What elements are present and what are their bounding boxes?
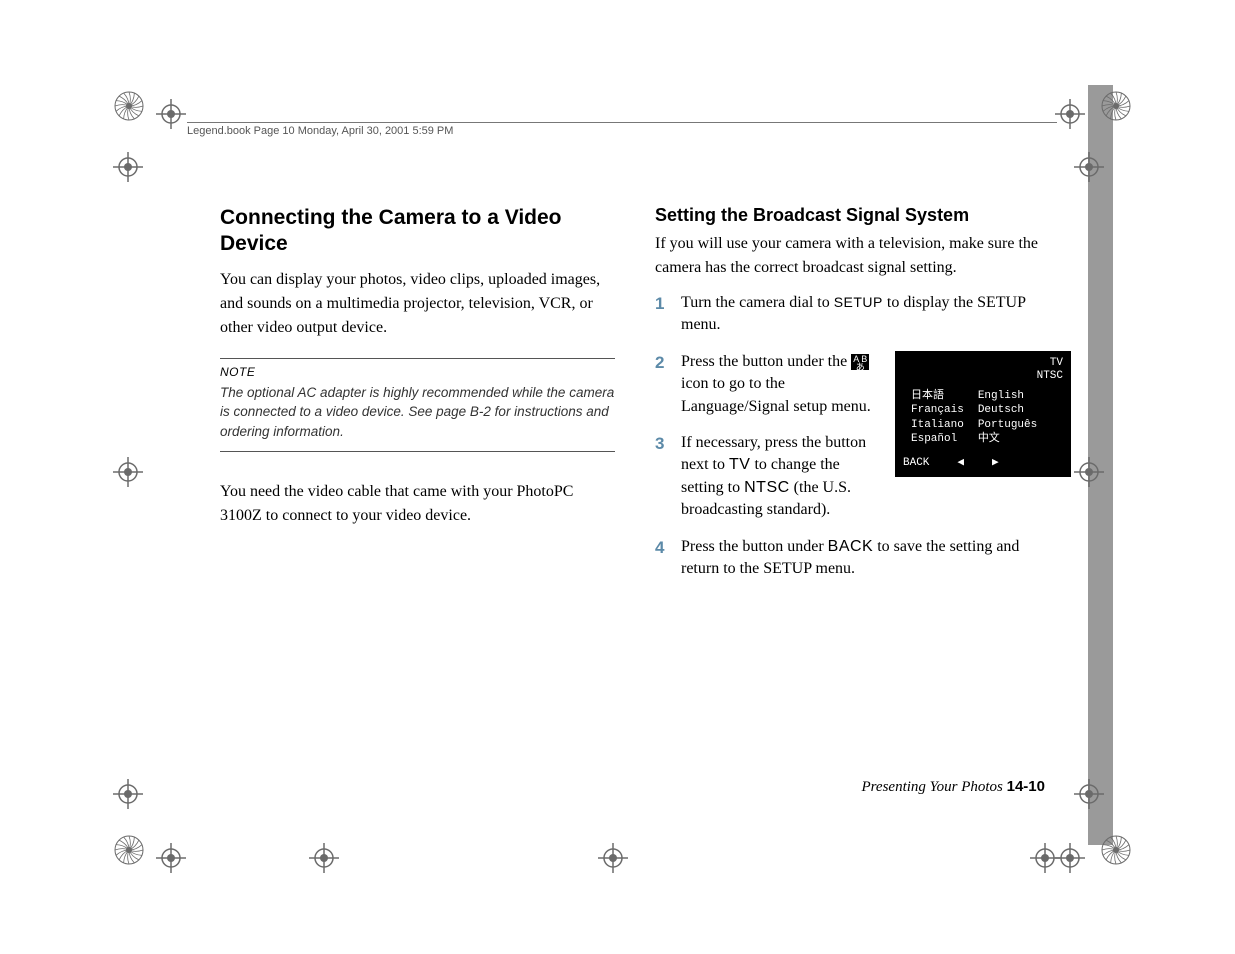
rosette-mark-icon	[1100, 90, 1132, 122]
crosshair-mark-icon	[1074, 152, 1104, 182]
step-number: 4	[655, 536, 681, 581]
lcd-ntsc-label: NTSC	[903, 370, 1063, 383]
page-number: 14-10	[1007, 778, 1045, 795]
ntsc-label: NTSC	[744, 479, 790, 496]
running-header: Legend.book Page 10 Monday, April 30, 20…	[187, 125, 453, 137]
steps-list: 1 Turn the camera dial to SETUP to displ…	[655, 292, 1050, 580]
crosshair-mark-icon	[598, 843, 628, 873]
crosshair-mark-icon	[113, 457, 143, 487]
setup-glyph: SETUP	[834, 294, 883, 310]
note-body: The optional AC adapter is highly recomm…	[220, 383, 615, 453]
lcd-bottom-row: BACK ◀ ▶	[903, 456, 1063, 471]
crosshair-mark-icon	[1074, 779, 1104, 809]
tv-label: TV	[729, 456, 750, 473]
step-2: 2 Press the button under the A Bあ icon t…	[655, 351, 1050, 418]
step-3-text: If necessary, press the button next to T…	[681, 432, 881, 522]
note-label: NOTE	[220, 358, 615, 379]
right-column: Setting the Broadcast Signal System If y…	[655, 205, 1050, 594]
intro-paragraph: You can display your photos, video clips…	[220, 268, 615, 340]
lcd-col-2: English Deutsch Português 中文	[978, 389, 1037, 446]
crosshair-mark-icon	[113, 779, 143, 809]
video-cable-paragraph: You need the video cable that came with …	[220, 480, 615, 528]
crosshair-mark-icon	[1055, 99, 1085, 129]
step-number: 3	[655, 432, 681, 522]
step-1: 1 Turn the camera dial to SETUP to displ…	[655, 292, 1050, 337]
crosshair-mark-icon	[156, 843, 186, 873]
crosshair-mark-icon	[1055, 843, 1085, 873]
lcd-col-1: 日本語 Français Italiano Español	[911, 389, 964, 446]
chapter-title: Presenting Your Photos	[861, 779, 1006, 795]
rosette-mark-icon	[1100, 834, 1132, 866]
step-1-text: Turn the camera dial to SETUP to display…	[681, 292, 1050, 337]
step-2-text: Press the button under the A Bあ icon to …	[681, 351, 881, 418]
step-4-text: Press the button under BACK to save the …	[681, 536, 1050, 581]
lcd-top-row: TV NTSC	[903, 357, 1063, 383]
step-number: 1	[655, 292, 681, 337]
crosshair-mark-icon	[1074, 457, 1104, 487]
crosshair-mark-icon	[156, 99, 186, 129]
lcd-language-grid: 日本語 Français Italiano Español English De…	[911, 389, 1063, 446]
step-number: 2	[655, 351, 681, 418]
page-footer: Presenting Your Photos 14-10	[861, 778, 1045, 796]
crosshair-mark-icon	[309, 843, 339, 873]
header-rule	[187, 122, 1057, 123]
heading-connecting: Connecting the Camera to a Video Device	[220, 205, 615, 258]
rosette-mark-icon	[113, 834, 145, 866]
rosette-mark-icon	[113, 90, 145, 122]
broadcast-intro: If you will use your camera with a telev…	[655, 232, 1050, 280]
heading-broadcast: Setting the Broadcast Signal System	[655, 205, 1050, 226]
lcd-back-label: BACK	[903, 456, 929, 471]
left-column: Connecting the Camera to a Video Device …	[220, 205, 615, 594]
left-arrow-icon: ◀	[957, 456, 964, 471]
crosshair-mark-icon	[113, 152, 143, 182]
page-content: Connecting the Camera to a Video Device …	[220, 205, 1050, 594]
back-label: BACK	[828, 538, 874, 555]
step-4: 4 Press the button under BACK to save th…	[655, 536, 1050, 581]
right-arrow-icon: ▶	[992, 456, 999, 471]
language-icon: A Bあ	[851, 354, 869, 370]
lcd-tv-label: TV	[903, 357, 1063, 370]
lcd-screenshot: TV NTSC 日本語 Français Italiano Español En…	[895, 351, 1071, 477]
